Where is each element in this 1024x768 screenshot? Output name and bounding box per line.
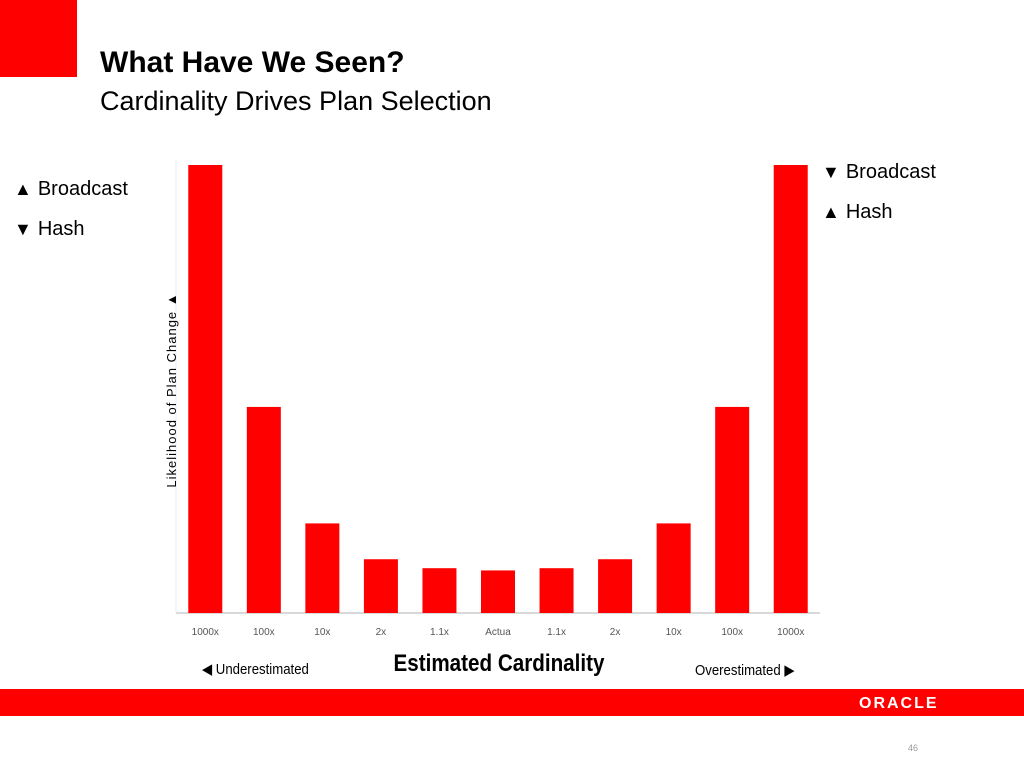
x-tick-label: Actua — [485, 627, 511, 638]
x-tick-label: 2x — [610, 627, 621, 638]
down-triangle-icon: ▼ — [822, 162, 840, 182]
bar — [656, 523, 691, 613]
left-label-broadcast-text: Broadcast — [37, 178, 128, 200]
x-tick-label: 1.1x — [430, 627, 449, 638]
right-label-hash-text: Hash — [845, 201, 893, 223]
bar-chart: 1000x 100x 10x 2x 1.1x Actua 1.1x 2x 10x 100x 1000… — [164, 160, 820, 678]
left-label-hash-text: Hash — [37, 218, 85, 240]
bar — [305, 523, 340, 613]
x-tick-label: 100x — [721, 627, 743, 638]
bar — [773, 165, 808, 613]
page-number: 46 — [908, 743, 919, 753]
y-axis-label: Likelihood of Plan Change ▲ — [164, 292, 179, 487]
overestimated-annotation: Overestimated ▶ — [695, 661, 795, 678]
svg-text:ORACLE: ORACLE — [859, 695, 939, 710]
bar — [598, 559, 633, 613]
underestimated-annotation: ◀ Underestimated — [202, 660, 309, 677]
oracle-logo-mark: ORACLE — [859, 695, 939, 710]
up-triangle-icon: ▲ — [14, 179, 32, 199]
right-label-hash: ▲ Hash — [822, 201, 893, 224]
left-label-hash: ▼ Hash — [14, 218, 85, 241]
x-tick-label: 10x — [666, 627, 682, 638]
x-axis-label: Estimated Cardinality — [394, 650, 605, 677]
bar — [422, 568, 457, 613]
footer-bar — [0, 689, 1024, 716]
slide-title: What Have We Seen? — [100, 46, 405, 79]
down-triangle-icon: ▼ — [14, 219, 32, 239]
bar — [481, 570, 515, 613]
x-tick-label: 1.1x — [547, 627, 566, 638]
x-tick-label: 2x — [376, 627, 387, 638]
x-tick-label: 1000x — [777, 627, 804, 638]
oracle-logo: ORACLE — [837, 689, 987, 716]
bar — [363, 559, 398, 613]
bar — [539, 568, 574, 613]
left-label-broadcast: ▲ Broadcast — [14, 178, 128, 201]
right-label-broadcast-text: Broadcast — [845, 161, 936, 183]
bar — [246, 406, 281, 613]
x-tick-label: 10x — [314, 627, 330, 638]
x-tick-label: 1000x — [192, 627, 219, 638]
right-label-broadcast: ▼ Broadcast — [822, 161, 936, 184]
x-tick-label: 100x — [253, 627, 275, 638]
slide-subtitle: Cardinality Drives Plan Selection — [100, 86, 492, 116]
up-triangle-icon: ▲ — [822, 202, 840, 222]
bar — [188, 165, 223, 613]
corner-accent-block — [0, 0, 77, 77]
bar — [715, 406, 750, 613]
